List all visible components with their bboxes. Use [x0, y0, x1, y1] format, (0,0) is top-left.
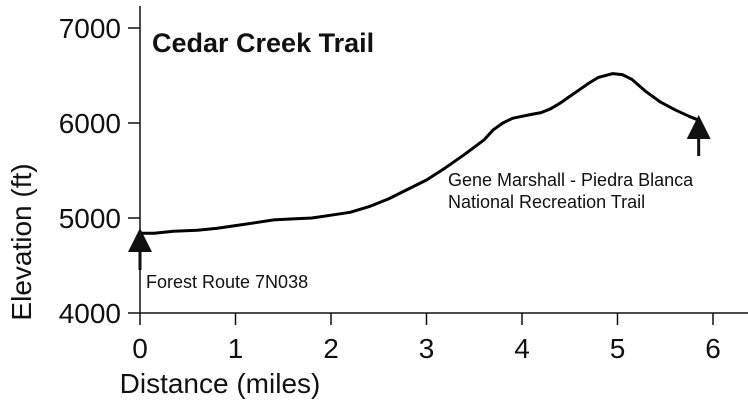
start-annotation: Forest Route 7N038: [146, 272, 308, 292]
x-tick-label: 6: [705, 333, 721, 364]
end-annotation-line1: Gene Marshall - Piedra Blanca: [448, 170, 694, 190]
y-tick-label: 6000: [59, 108, 121, 139]
end-annotation-line2: National Recreation Trail: [448, 192, 645, 212]
x-tick-label: 2: [323, 333, 339, 364]
chart-title: Cedar Creek Trail: [152, 28, 374, 58]
y-axis-label: Elevation (ft): [6, 163, 37, 320]
x-axis-label: Distance (miles): [120, 368, 321, 399]
elevation-series-line: [140, 72, 700, 235]
y-tick-label: 5000: [59, 203, 121, 234]
x-tick-label: 4: [514, 333, 530, 364]
y-tick-label: 7000: [59, 13, 121, 44]
x-tick-label: 5: [610, 333, 626, 364]
y-ticks: 4000 5000 6000 7000: [59, 13, 140, 329]
x-tick-label: 0: [132, 333, 148, 364]
annotations: Forest Route 7N038 Gene Marshall - Piedra…: [128, 115, 711, 292]
y-tick-label: 4000: [59, 298, 121, 329]
x-tick-label: 3: [419, 333, 435, 364]
x-ticks: 0 1 2 3 4 5 6: [132, 313, 721, 364]
x-tick-label: 1: [228, 333, 244, 364]
